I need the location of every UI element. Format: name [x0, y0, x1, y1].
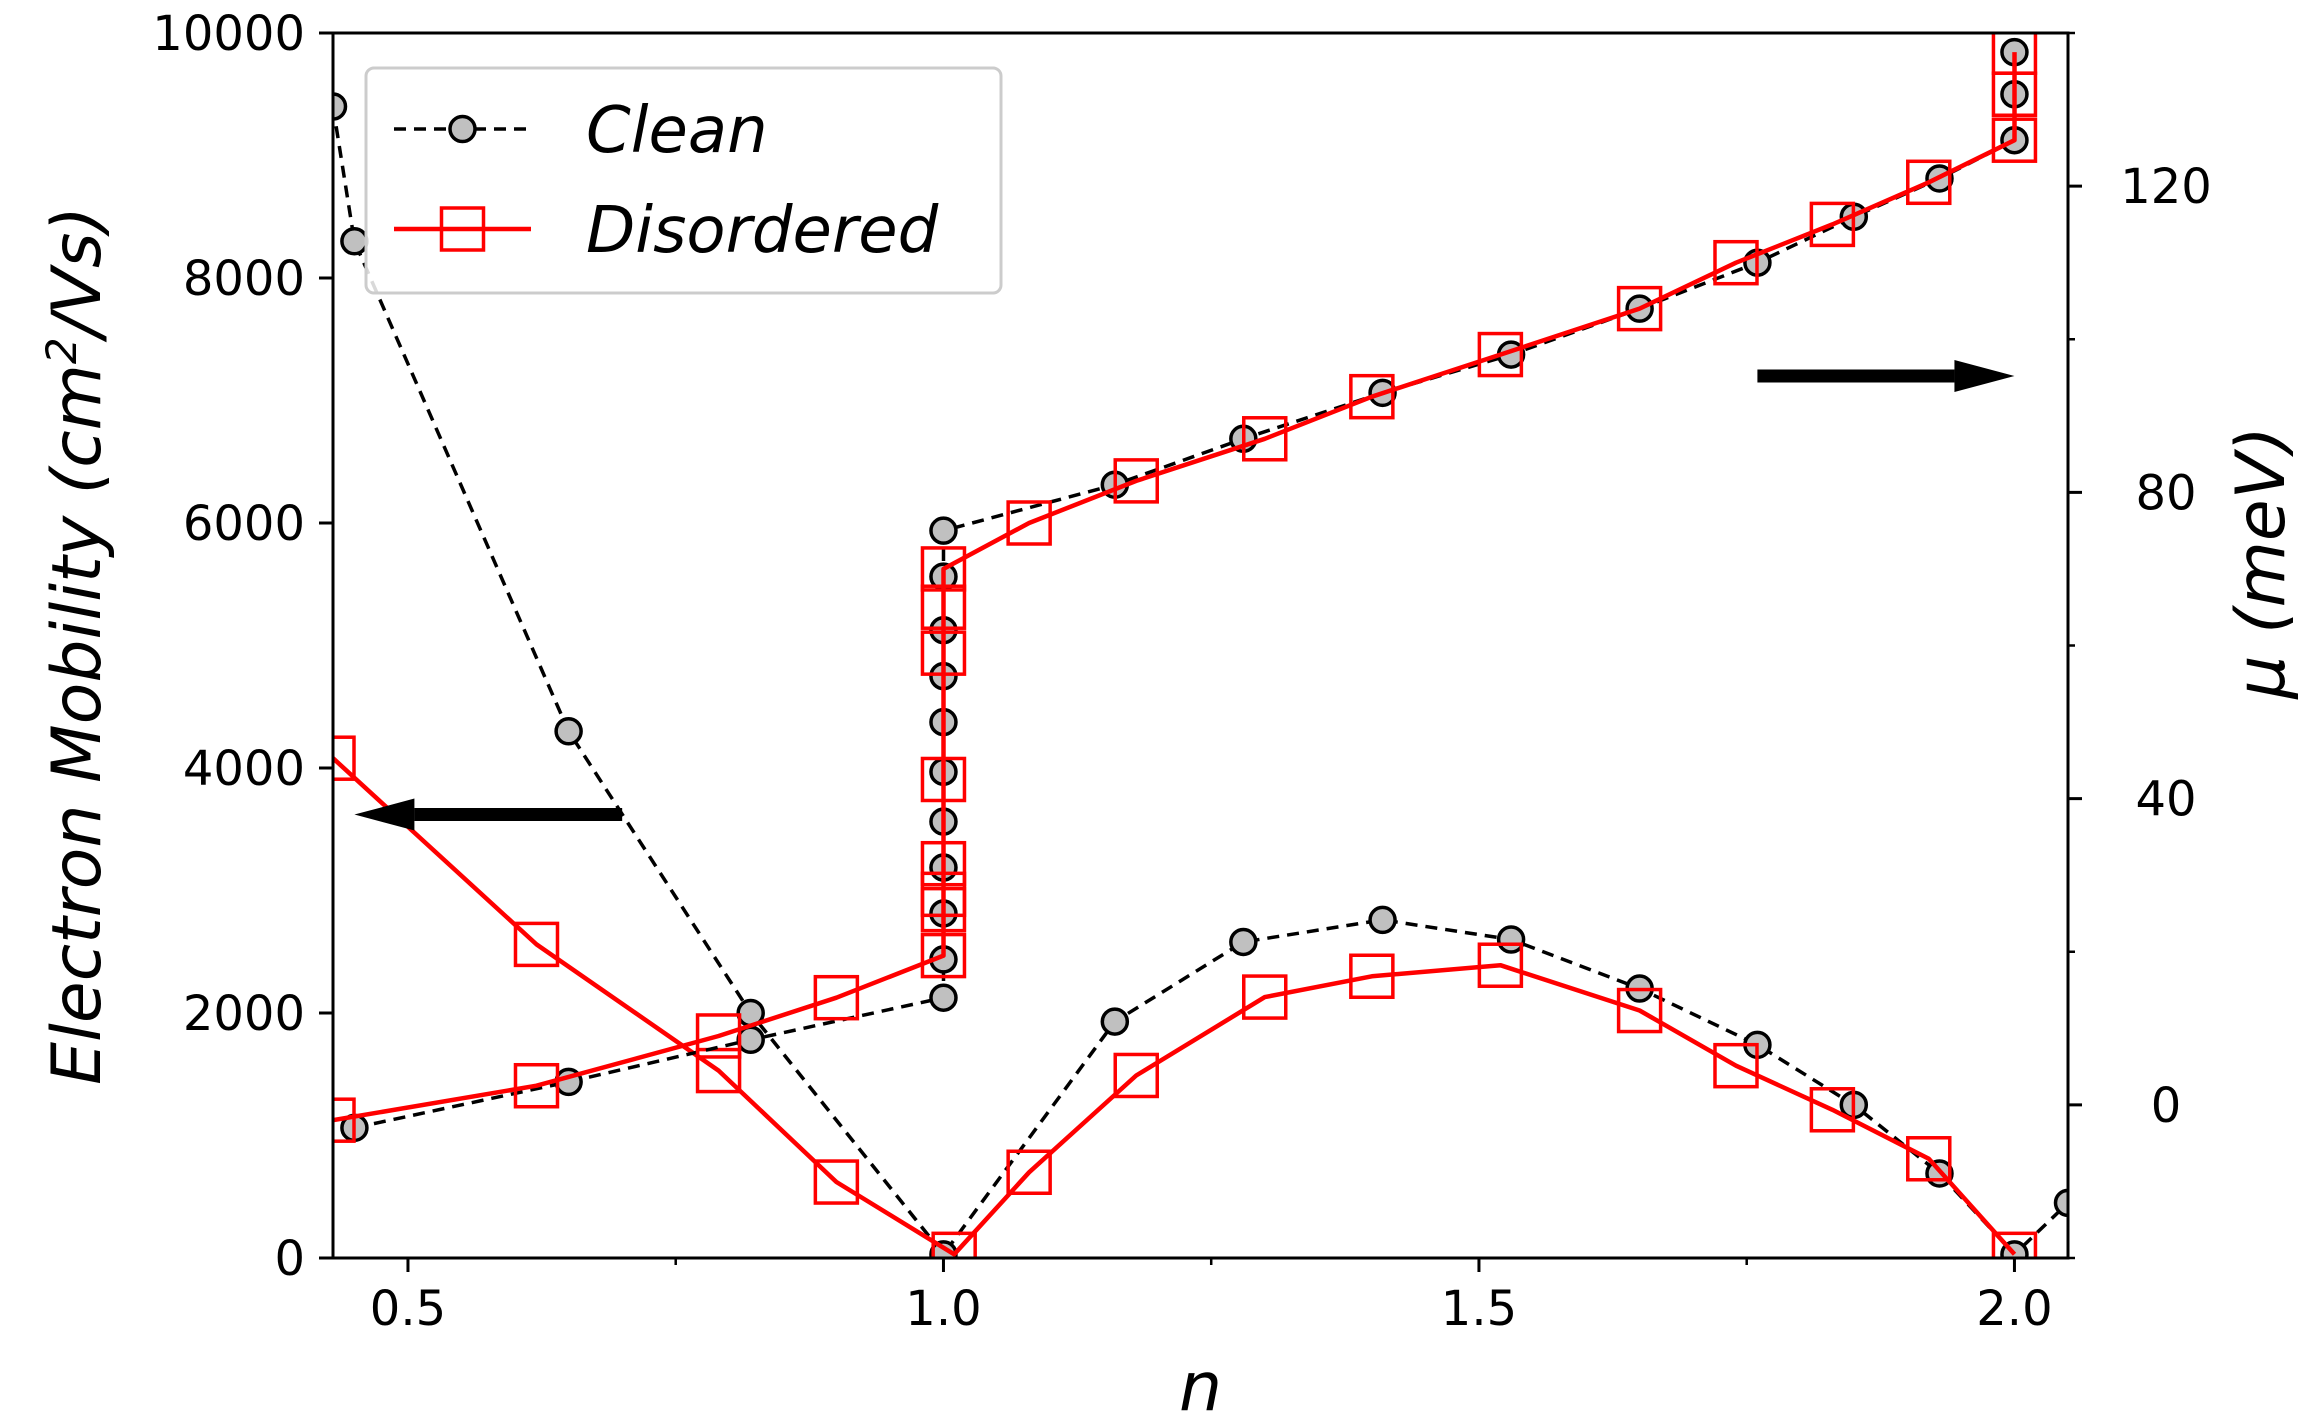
- disordered-chemical-potential-point-15: [1349, 373, 1395, 420]
- y-left-tick-label-3: 6000: [183, 496, 305, 552]
- clean-mobility-point-5: [1100, 1007, 1130, 1036]
- disordered-chemical-potential-point-11: [920, 546, 967, 592]
- clean-mobility-point-7: [1368, 905, 1397, 935]
- clean-mobility-point-1: [340, 227, 369, 256]
- disordered-mobility-point-4: [931, 1231, 977, 1258]
- disordered-chemical-potential-point-6: [920, 871, 967, 918]
- disordered-chemical-potential-point-19: [1809, 201, 1856, 248]
- clean-mobility-point-6: [1229, 927, 1258, 957]
- y-right-tick-label-1: 40: [2135, 772, 2196, 828]
- y-right-tick-label-3: 120: [2120, 159, 2212, 215]
- disordered-chemical-potential-point-14: [1242, 416, 1288, 462]
- left-axis-arrow: [354, 798, 623, 831]
- arrow-layer: [354, 360, 2015, 831]
- disordered-chemical-potential-point-10: [920, 584, 967, 630]
- disordered-mobility-point-12: [1809, 1087, 1856, 1133]
- legend-entry-clean: Clean: [394, 94, 768, 168]
- y-axis-left-label-main: Electron Mobility (cm: [38, 364, 117, 1085]
- legend-entry-disordered: Disordered: [394, 194, 939, 268]
- disordered-mobility-point-11: [1713, 1042, 1759, 1089]
- disordered-chemical-potential-point-13: [1113, 458, 1159, 504]
- clean-mobility-point-2: [554, 717, 583, 746]
- x-tick-label-0: 0.5: [370, 1281, 446, 1337]
- legend-label-disordered: Disordered: [586, 194, 939, 268]
- series-layer: [333, 33, 2068, 1258]
- disordered-chemical-potential-point-8: [920, 756, 967, 803]
- disordered-mobility-point-9: [1477, 942, 1524, 988]
- right-axis-arrow: [1757, 360, 2015, 392]
- disordered-chemical-potential-line: [333, 52, 2017, 1123]
- clean-chemical-potential-point-3: [929, 983, 958, 1012]
- y-right-tick-label-0: 0: [2151, 1078, 2182, 1134]
- disordered-mobility-point-0: [333, 735, 356, 781]
- series-disordered-chemical-potential: [333, 33, 2038, 1143]
- disordered-mobility-point-3: [813, 1159, 860, 1205]
- y-axis-left-label-tail: /Vs): [38, 206, 117, 342]
- y-left-tick-label-1: 2000: [183, 986, 305, 1042]
- disordered-chemical-potential-point-16: [1477, 331, 1524, 378]
- disordered-chemical-potential-point-12: [1006, 500, 1052, 546]
- disordered-chemical-potential-point-0: [333, 1097, 356, 1143]
- disordered-mobility-point-10: [1616, 987, 1663, 1034]
- legend: Clean Disordered: [364, 66, 1003, 295]
- y-axis-left-label-superscript: 2: [37, 337, 86, 364]
- disordered-chemical-potential-point-20: [1906, 159, 1952, 206]
- disordered-chemical-potential-point-21: [1991, 117, 2038, 163]
- disordered-mobility-point-8: [1349, 953, 1395, 999]
- clean-chemical-potential-point-13: [929, 516, 958, 545]
- disordered-mobility-point-5: [1006, 1149, 1052, 1195]
- legend-marker-disordered: [439, 206, 486, 252]
- y-axis-left-label: Electron Mobility (cm2/Vs): [37, 206, 118, 1085]
- y-right-tick-label-2: 80: [2135, 465, 2196, 521]
- disordered-mobility-point-13: [1906, 1136, 1952, 1182]
- disordered-mobility-line: [333, 756, 2017, 1257]
- clean-mobility-point-0: [333, 92, 348, 121]
- disordered-chemical-potential-point-17: [1616, 285, 1663, 332]
- x-axis-label: n: [1179, 1348, 1222, 1419]
- clean-mobility-point-14: [2053, 1188, 2068, 1218]
- disordered-mobility-point-1: [513, 921, 560, 968]
- disordered-chemical-potential-point-7: [920, 840, 967, 887]
- disordered-chemical-potential-point-9: [920, 630, 967, 676]
- series-disordered-mobility: [333, 735, 2038, 1258]
- legend-entries: Clean Disordered: [394, 94, 939, 268]
- disordered-chemical-potential-point-18: [1713, 239, 1759, 286]
- right-axis-arrow-head: [1954, 360, 2015, 392]
- disordered-chemical-potential-point-4: [920, 932, 967, 979]
- disordered-chemical-potential-point-23: [1991, 33, 2038, 75]
- disordered-chemical-potential-point-3: [813, 974, 860, 1021]
- tick-layer: 0.5 1.0 1.5 2.0 0 2000 4000 6000 8000 10000 0 40 80 1…: [152, 6, 2212, 1337]
- left-axis-arrow-head: [354, 798, 415, 831]
- y-left-tick-label-0: 0: [274, 1231, 305, 1287]
- x-tick-label-2: 1.5: [1441, 1281, 1517, 1337]
- legend-box: [364, 66, 1003, 295]
- legend-marker-clean: [448, 114, 477, 144]
- disordered-chemical-potential-point-2: [695, 1013, 742, 1059]
- y-left-tick-label-5: 10000: [152, 6, 305, 62]
- x-tick-label-1: 1.0: [905, 1281, 981, 1337]
- disordered-mobility-point-2: [695, 1047, 742, 1094]
- y-left-tick-label-4: 8000: [183, 251, 305, 307]
- disordered-mobility-point-7: [1242, 974, 1288, 1020]
- legend-label-clean: Clean: [586, 94, 768, 168]
- y-axis-right-label: μ (meV): [2222, 426, 2301, 700]
- y-left-tick-label-2: 4000: [183, 741, 305, 797]
- disordered-mobility-point-14: [1991, 1231, 2038, 1258]
- x-tick-label-3: 2.0: [1976, 1281, 2052, 1337]
- clean-chemical-potential-point-2: [736, 1025, 765, 1055]
- disordered-mobility-point-6: [1113, 1052, 1159, 1099]
- disordered-chemical-potential-point-1: [513, 1062, 560, 1109]
